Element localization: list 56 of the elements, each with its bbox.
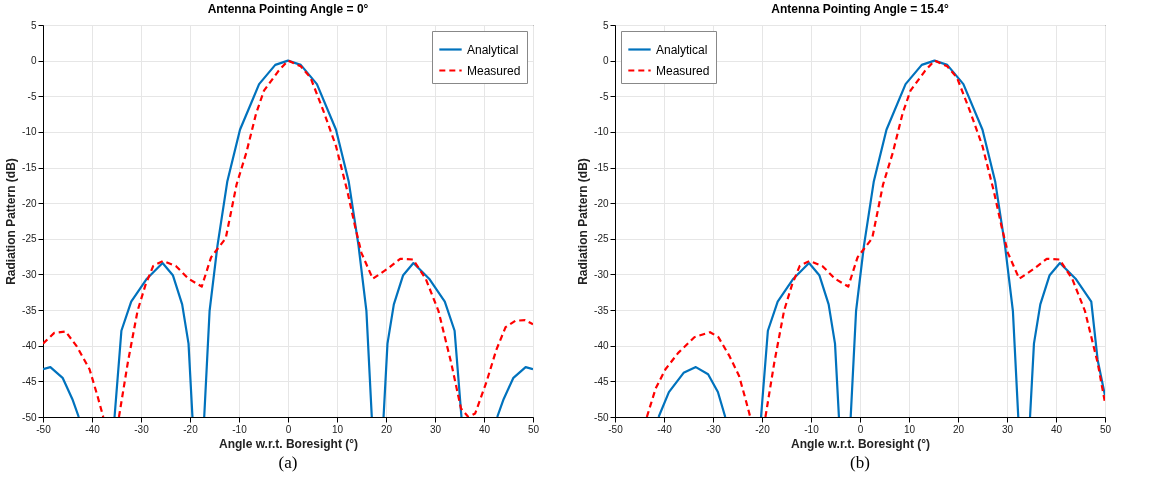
y-axis-title: Radiation Pattern (dB) [576,158,591,285]
y-tick-label: -10 [594,126,609,138]
x-tick-label: 0 [285,423,292,435]
x-tick-label: 40 [478,423,491,435]
y-tick-label: -5 [599,90,609,102]
x-tick-label: -40 [657,423,673,435]
x-axis-title: Angle w.r.t. Boresight (°) [790,436,931,451]
text: (b) [850,453,870,472]
y-axis-title: Radiation Pattern (dB) [4,158,19,285]
y-tick-label: -40 [594,340,609,352]
x-tick-label: -20 [755,423,771,435]
x-tick-label: 10 [903,423,916,435]
y-tick-label: -40 [22,340,37,352]
x-tick-label: 30 [1001,423,1014,435]
x-tick-label: 40 [1050,423,1063,435]
y-tick-label: 5 [602,19,609,31]
y-tick-label: -20 [22,197,37,209]
y-tick-label: -45 [22,375,37,387]
y-tick-label: 5 [30,19,37,31]
y-tick-label: -35 [594,304,609,316]
y-tick-label: -15 [594,162,609,174]
x-tick-label: 50 [1099,423,1112,435]
x-tick-label: 30 [429,423,442,435]
legend-label: Measured [656,63,710,78]
text: (a) [278,453,298,472]
x-tick-label: -10 [232,423,248,435]
y-tick-label: -25 [22,233,37,245]
y-tick-label: -25 [594,233,609,245]
y-tick-label: -35 [22,304,37,316]
x-tick-label: 20 [952,423,965,435]
y-tick-label: -5 [27,90,37,102]
legend-label: Analytical [467,42,519,57]
y-tick-label: 0 [602,55,609,67]
x-tick-label: 0 [857,423,864,435]
legend-label: Measured [467,63,521,78]
x-tick-label: 20 [380,423,393,435]
legend-label: Analytical [656,42,708,57]
y-tick-label: -45 [594,375,609,387]
y-tick-label: -30 [594,268,609,280]
chart-title: Antenna Pointing Angle = 0° [207,2,369,16]
y-tick-label: -50 [594,411,609,423]
x-tick-label: 10 [331,423,344,435]
x-tick-label: -20 [183,423,199,435]
y-tick-label: 0 [30,55,37,67]
x-tick-label: -40 [85,423,101,435]
x-tick-label: -10 [804,423,820,435]
x-axis-title: Angle w.r.t. Boresight (°) [218,436,359,451]
x-tick-label: -30 [134,423,150,435]
y-tick-label: -15 [22,162,37,174]
y-tick-label: -10 [22,126,37,138]
y-tick-label: -30 [22,268,37,280]
y-tick-label: -50 [22,411,37,423]
x-tick-label: 50 [527,423,540,435]
chart-title: Antenna Pointing Angle = 15.4° [771,2,949,16]
y-tick-label: -20 [594,197,609,209]
x-tick-label: -30 [706,423,722,435]
